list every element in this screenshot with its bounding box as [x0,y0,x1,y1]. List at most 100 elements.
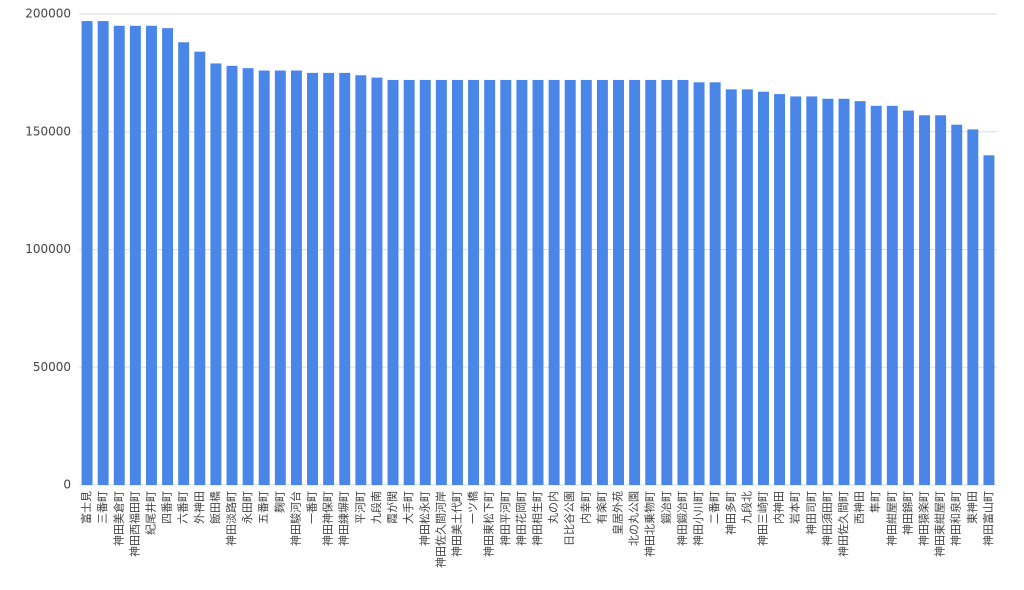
x-tick-label: 紀尾井町 [143,491,157,535]
x-tick-label: 九段南 [369,491,383,524]
x-tick-label: 神田和泉町 [949,491,963,546]
x-tick-label: 有楽町 [594,491,608,524]
bar [387,79,399,485]
x-tick-label: 神田西福田町 [127,491,141,557]
x-tick-label: 富士見 [79,491,93,524]
x-tick-label: 神田美土代町 [449,491,463,557]
bar [580,79,592,485]
bar [806,96,818,486]
bar [532,79,544,485]
x-tick-label: 四番町 [161,491,174,524]
y-tick-label: 150000 [25,124,71,138]
x-tick-label: 内神田 [772,491,786,524]
bar [935,115,947,485]
bar [951,124,963,485]
x-tick-label: 神田多町 [723,491,737,535]
x-tick-label: 岩本町 [788,491,802,524]
x-tick-label: 二番町 [708,491,721,524]
x-tick-label: 神田東松下町 [482,491,496,557]
bar [97,21,109,485]
bar [564,79,576,485]
bar [854,101,866,485]
bar [194,51,206,486]
x-tick-label: 東神田 [965,491,979,524]
x-tick-label: 霞が関 [385,491,399,524]
bar [129,25,141,486]
x-tick-label: 神田美倉町 [111,491,125,546]
bar [870,105,882,485]
bar [484,79,496,485]
bar [258,70,270,486]
bar [709,82,721,486]
bar [323,72,335,485]
x-tick-label: 神田紺屋町 [884,491,898,546]
x-tick-label: 神田佐久間河岸 [433,491,447,568]
bar [886,105,898,485]
y-tick-label: 0 [63,478,71,492]
bar [983,155,995,486]
x-tick-label: 飯田橋 [208,491,222,524]
x-tick-label: 九段北 [739,491,753,524]
bar [210,63,222,486]
bar [371,77,383,486]
bar [145,25,157,486]
x-tick-label: 外神田 [192,491,206,524]
bar [307,72,319,485]
bar [919,115,931,485]
bar [693,82,705,486]
x-tick-label: 神田神保町 [321,491,335,546]
bar [274,70,286,486]
x-tick-label: 北の丸公園 [628,491,641,546]
x-tick-label: 神田平河町 [498,491,512,546]
bar [468,79,480,485]
bar [645,79,657,485]
bar [162,28,174,485]
x-tick-label: 六番町 [177,491,190,524]
bar [757,91,769,485]
x-tick-label: 神田鍛冶町 [675,491,689,546]
bar [661,79,673,485]
bar [838,98,850,485]
y-tick-label: 50000 [33,360,71,374]
bar [339,72,351,485]
x-tick-label: 五番町 [257,491,270,524]
x-tick-label: 神田三崎町 [755,491,769,546]
bar [178,42,190,485]
x-tick-label: 永田町 [240,491,254,524]
x-tick-label: 神田練塀町 [337,491,351,546]
bar [629,79,641,485]
x-tick-label: 大手町 [401,491,415,524]
bar [967,129,979,485]
x-tick-label: 皇居外苑 [611,491,625,535]
bar [774,94,786,485]
bar [741,89,753,486]
bar [113,25,125,486]
bar [548,79,560,485]
x-tick-label: 神田司町 [804,491,818,535]
x-tick-label: 日比谷公園 [563,491,576,546]
x-tick-label: 神田花岡町 [514,491,528,546]
bar [355,75,367,485]
bar [613,79,625,485]
bar [500,79,512,485]
x-tick-label: 神田駿河台 [288,491,302,546]
bar [226,65,238,485]
x-tick-label: 鍛冶町 [659,491,673,524]
x-tick-label: 三番町 [96,491,109,524]
x-tick-label: 一ツ橋 [466,491,480,524]
x-tick-label: 一番町 [306,491,319,524]
x-tick-label: 神田松永町 [417,491,431,546]
x-tick-label: 神田猿楽町 [917,491,931,546]
bar [677,79,689,485]
x-tick-label: 神田東紺屋町 [933,491,947,557]
x-tick-label: 神田錦町 [900,491,914,535]
bar [290,70,302,486]
x-tick-label: 神田淡路町 [224,491,238,546]
y-tick-label: 100000 [25,242,71,256]
bar [419,79,431,485]
bar [516,79,528,485]
bar [596,79,608,485]
x-tick-label: 西神田 [852,491,866,524]
x-tick-label: 神田佐久間町 [836,491,850,557]
